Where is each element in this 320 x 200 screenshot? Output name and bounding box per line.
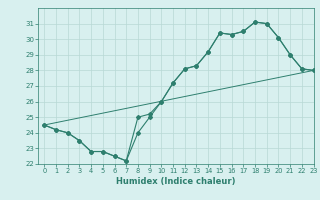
X-axis label: Humidex (Indice chaleur): Humidex (Indice chaleur) bbox=[116, 177, 236, 186]
